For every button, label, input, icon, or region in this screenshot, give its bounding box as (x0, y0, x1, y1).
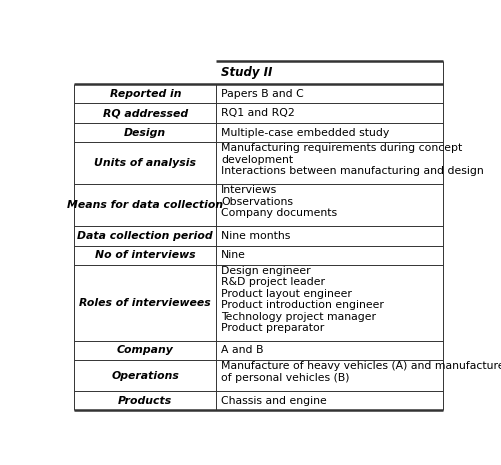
Text: No of interviews: No of interviews (95, 250, 195, 260)
Text: RQ addressed: RQ addressed (103, 108, 188, 118)
Text: of personal vehicles (B): of personal vehicles (B) (221, 373, 349, 383)
Text: Design engineer: Design engineer (221, 266, 311, 276)
Text: Means for data collection: Means for data collection (67, 200, 223, 210)
Text: Interactions between manufacturing and design: Interactions between manufacturing and d… (221, 166, 483, 176)
Text: Operations: Operations (111, 371, 179, 380)
Text: Study II: Study II (221, 66, 273, 79)
Text: R&D project leader: R&D project leader (221, 277, 325, 287)
Text: Product preparator: Product preparator (221, 323, 324, 333)
Text: Products: Products (118, 396, 172, 405)
Text: Manufacturing requirements during concept: Manufacturing requirements during concep… (221, 143, 462, 153)
Text: Reported in: Reported in (110, 89, 181, 99)
Text: RQ1 and RQ2: RQ1 and RQ2 (221, 108, 295, 118)
Text: Nine months: Nine months (221, 231, 290, 241)
Text: Design: Design (124, 127, 166, 138)
Text: Multiple-case embedded study: Multiple-case embedded study (221, 127, 389, 138)
Text: Company: Company (117, 345, 174, 356)
Text: Interviews: Interviews (221, 185, 277, 195)
Text: Chassis and engine: Chassis and engine (221, 396, 327, 405)
Text: Technology project manager: Technology project manager (221, 312, 376, 322)
Text: Product layout engineer: Product layout engineer (221, 289, 352, 299)
Text: Observations: Observations (221, 197, 293, 207)
Text: Roles of interviewees: Roles of interviewees (79, 298, 211, 308)
Text: development: development (221, 155, 293, 165)
Text: A and B: A and B (221, 345, 264, 356)
Text: Nine: Nine (221, 250, 246, 260)
Text: Units of analysis: Units of analysis (94, 158, 196, 168)
Text: Manufacture of heavy vehicles (A) and manufacture: Manufacture of heavy vehicles (A) and ma… (221, 361, 501, 371)
Text: Product introduction engineer: Product introduction engineer (221, 300, 384, 310)
Text: Data collection period: Data collection period (78, 231, 213, 241)
Text: Papers B and C: Papers B and C (221, 89, 304, 99)
Text: Company documents: Company documents (221, 208, 337, 219)
